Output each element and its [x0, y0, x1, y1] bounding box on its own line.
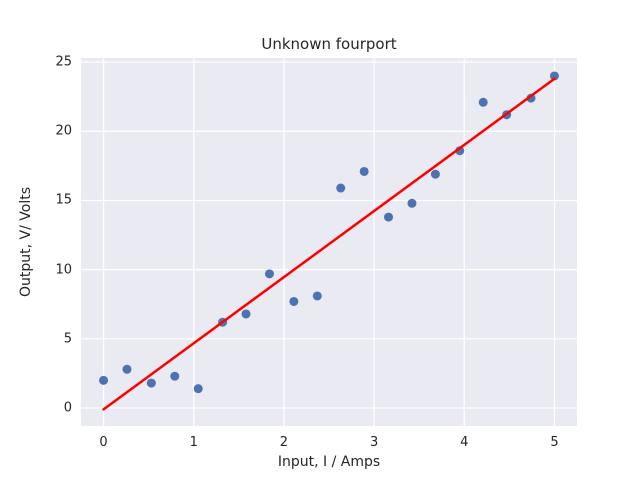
chart-title: Unknown fourport	[261, 35, 397, 53]
y-tick-label: 15	[55, 192, 72, 208]
plot-area	[81, 58, 577, 426]
scatter-point	[312, 291, 322, 301]
x-axis-label: Input, I / Amps	[277, 454, 381, 470]
scatter-point	[264, 269, 274, 279]
scatter-point	[241, 309, 251, 319]
x-tick-label: 1	[189, 435, 198, 450]
y-tick-label: 5	[63, 331, 72, 347]
scatter-point	[99, 375, 109, 385]
y-tick-label: 0	[63, 400, 72, 416]
x-tick-label: 0	[99, 435, 108, 450]
scatter-point	[289, 296, 299, 306]
scatter-point	[384, 212, 394, 222]
scatter-point	[170, 371, 180, 381]
x-tick-label: 4	[460, 435, 469, 450]
y-tick-label: 10	[55, 262, 72, 278]
scatter-point	[526, 93, 536, 103]
scatter-point	[478, 97, 488, 107]
x-tick-label: 3	[369, 435, 379, 450]
scatter-point	[407, 198, 417, 208]
y-axis-label: Output, V/ Volts	[18, 186, 34, 298]
chart-canvas	[81, 58, 577, 426]
x-tick-label: 2	[279, 435, 289, 450]
x-tick-label: 5	[550, 435, 559, 450]
scatter-point	[193, 384, 203, 394]
scatter-point	[359, 166, 369, 176]
y-tick-label: 20	[55, 123, 72, 139]
scatter-point	[430, 169, 440, 179]
scatter-point	[122, 364, 132, 374]
y-tick-label: 25	[55, 54, 72, 70]
linear-fit-line	[102, 77, 556, 411]
scatter-point	[549, 71, 559, 81]
scatter-point	[336, 183, 346, 193]
scatter-point	[146, 378, 156, 388]
